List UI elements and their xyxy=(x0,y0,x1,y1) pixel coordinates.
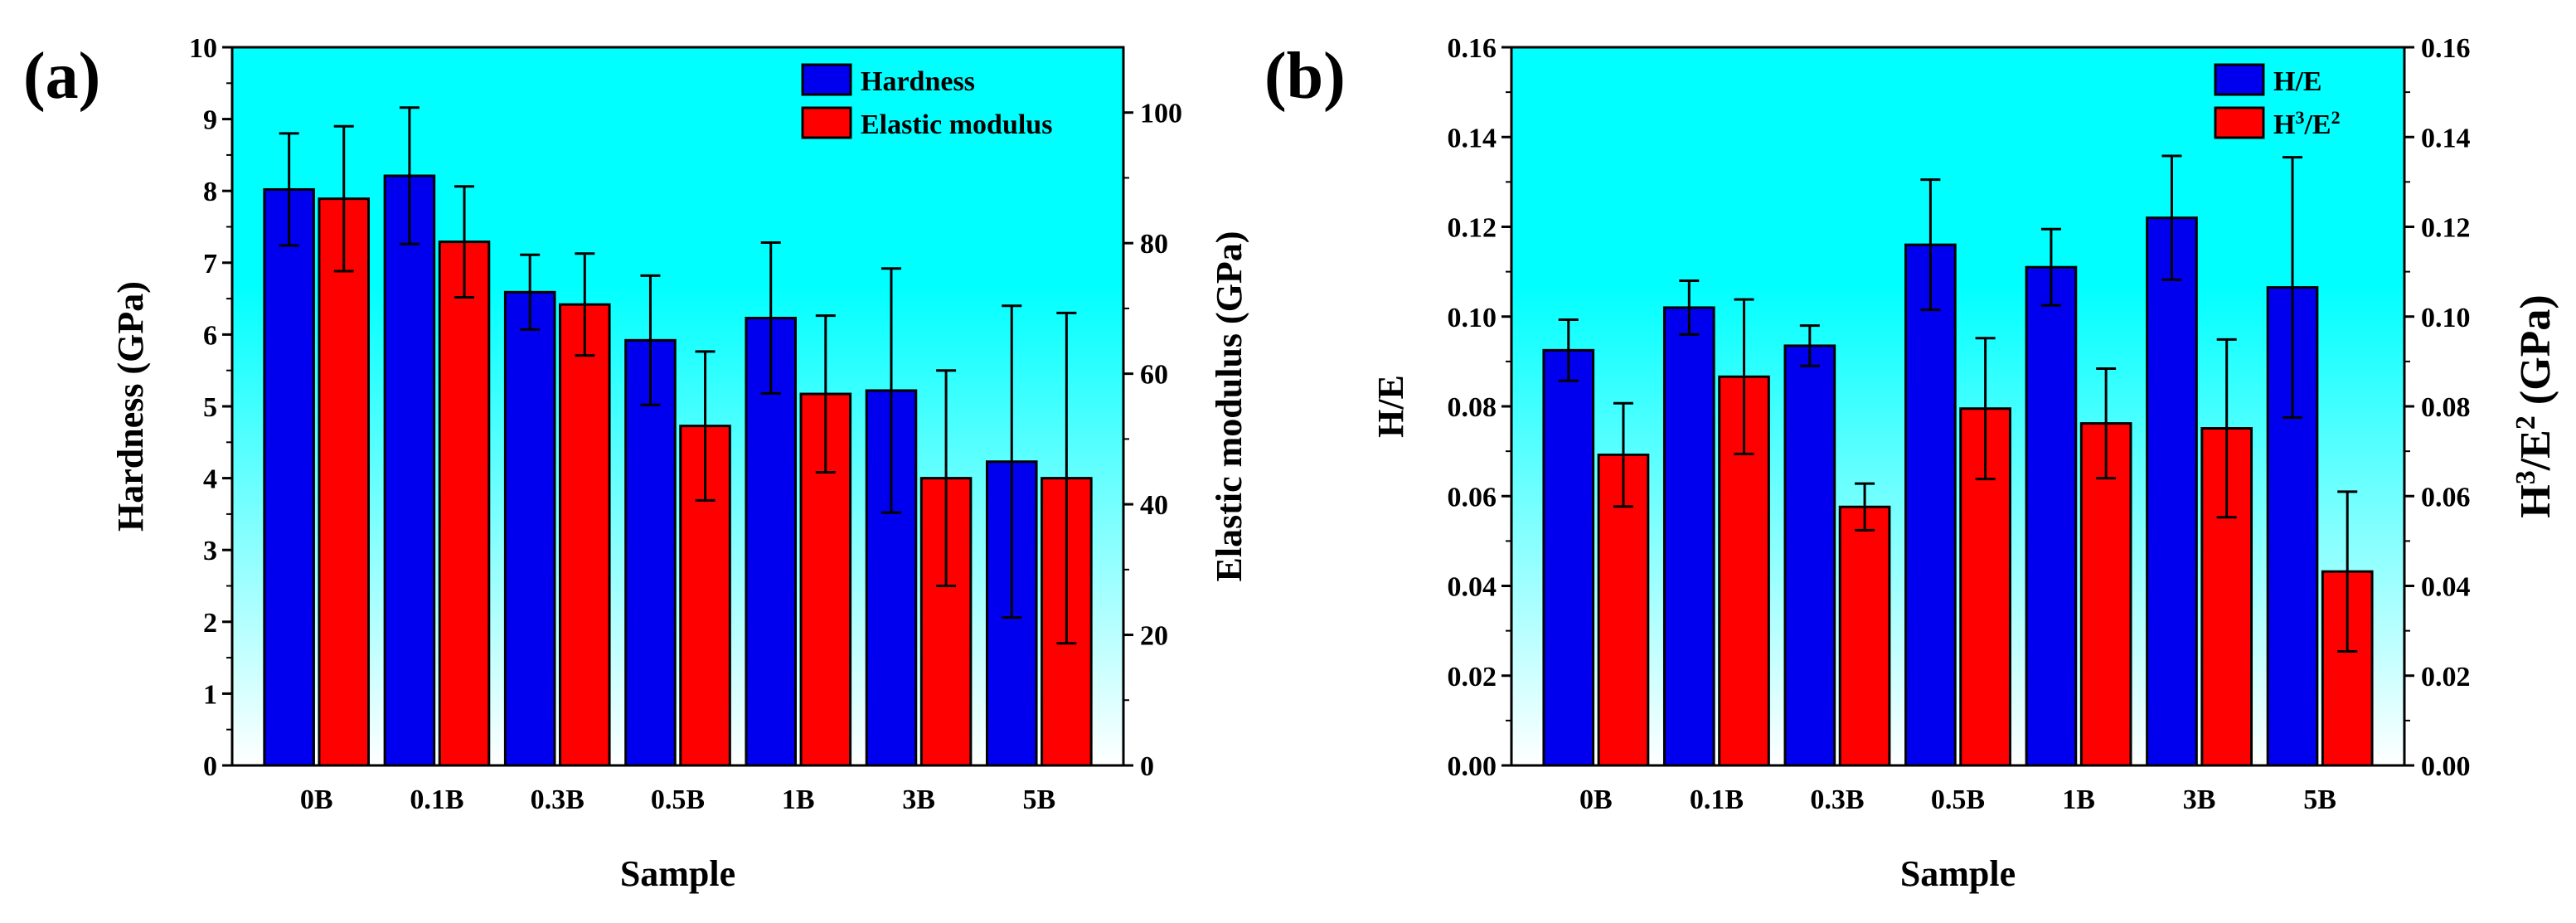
legend-swatch xyxy=(2214,63,2265,96)
panel-label: (b) xyxy=(1264,40,1346,113)
plot-background xyxy=(1511,47,2404,765)
y-tick-label: 0 xyxy=(203,751,217,782)
bar-h3-e2-0-3b xyxy=(1838,505,1891,767)
y-tick-label: 0.14 xyxy=(1448,123,1497,153)
bar-hardness-0-1b xyxy=(383,174,436,767)
x-tick-label: 0.3B xyxy=(1810,785,1864,815)
bar-elastic-modulus-0-1b xyxy=(438,240,491,767)
y-tick-label: 1 xyxy=(203,679,217,710)
y-tick-label: 0.02 xyxy=(1448,662,1497,692)
bar-h3-e2-1b xyxy=(2079,422,2132,767)
x-tick-label: 0.5B xyxy=(1931,785,1985,815)
y-axis-title: H/E xyxy=(1370,375,1411,438)
legend-label: Hardness xyxy=(861,66,975,97)
legend-label: Elastic modulus xyxy=(861,109,1052,140)
bar-h-e-0-1b xyxy=(1662,306,1715,767)
panel-label: (a) xyxy=(23,40,100,113)
y2-tick-label: 0.08 xyxy=(2421,392,2471,423)
y2-tick-label: 0 xyxy=(1140,751,1154,782)
y2-tick-label: 0.02 xyxy=(2421,662,2471,692)
x-axis-title: Sample xyxy=(1900,853,2016,894)
y-tick-label: 2 xyxy=(203,608,217,639)
y2-tick-label: 0.00 xyxy=(2421,751,2471,782)
y2-tick-label: 0.14 xyxy=(2421,123,2471,153)
y-tick-label: 0.00 xyxy=(1448,751,1497,782)
y2-tick-label: 0.10 xyxy=(2421,303,2471,333)
y-tick-label: 5 xyxy=(203,392,217,423)
y2-tick-label: 40 xyxy=(1140,490,1168,521)
x-tick-label: 0.5B xyxy=(651,785,705,815)
y2-axis-title: H3/E2 (GPa) xyxy=(2511,294,2560,517)
bar-h-e-1b xyxy=(2025,265,2078,767)
legend-label: H/E xyxy=(2273,66,2322,97)
y-tick-label: 0.06 xyxy=(1448,482,1497,513)
y-tick-label: 3 xyxy=(203,536,217,566)
x-tick-label: 0.1B xyxy=(1690,785,1744,815)
bar-hardness-0-3b xyxy=(503,290,556,767)
bar-h-e-3b xyxy=(2146,216,2198,767)
bar-elastic-modulus-0-3b xyxy=(558,303,611,767)
y2-tick-label: 80 xyxy=(1140,229,1168,260)
bar-h-e-0-5b xyxy=(1904,243,1957,767)
legend-swatch xyxy=(801,63,852,96)
y-tick-label: 7 xyxy=(203,249,217,279)
legend-swatch xyxy=(801,106,852,139)
y-tick-label: 0.10 xyxy=(1448,303,1497,333)
text-part: H xyxy=(2512,484,2559,517)
x-axis-title: Sample xyxy=(620,853,735,894)
y-tick-label: 0.08 xyxy=(1448,392,1497,423)
y2-tick-label: 0.12 xyxy=(2421,213,2471,244)
x-tick-label: 0.3B xyxy=(531,785,585,815)
legend-label: H3/E2 xyxy=(2273,107,2341,141)
y-axis-title: Hardness (GPa) xyxy=(110,281,151,532)
superscript: 3 xyxy=(2511,470,2541,484)
text-part: /E xyxy=(2512,430,2559,471)
x-tick-label: 3B xyxy=(2183,785,2216,815)
x-tick-label: 0B xyxy=(300,785,333,815)
bar-elastic-modulus-0b xyxy=(318,197,371,767)
y-tick-label: 4 xyxy=(203,464,217,495)
y-tick-label: 0.16 xyxy=(1448,33,1497,64)
plot-background xyxy=(232,47,1123,765)
x-tick-label: 0B xyxy=(1579,785,1613,815)
x-tick-label: 3B xyxy=(902,785,935,815)
y2-axis-title: Elastic modulus (GPa) xyxy=(1209,231,1249,582)
y-tick-label: 9 xyxy=(203,105,217,136)
bar-h-e-0-3b xyxy=(1783,344,1836,767)
text-part: /E xyxy=(2303,109,2331,140)
y2-tick-label: 0.06 xyxy=(2421,482,2471,513)
x-tick-label: 5B xyxy=(2303,785,2336,815)
text-part: H xyxy=(2273,109,2295,140)
y-tick-label: 0.12 xyxy=(1448,213,1497,244)
x-tick-label: 1B xyxy=(2062,785,2095,815)
superscript: 2 xyxy=(2511,415,2541,430)
superscript: 2 xyxy=(2331,107,2341,128)
y2-tick-label: 100 xyxy=(1140,99,1182,129)
bar-hardness-0-5b xyxy=(624,338,677,767)
legend-swatch xyxy=(2214,106,2265,139)
x-tick-label: 0.1B xyxy=(410,785,463,815)
bar-hardness-0b xyxy=(263,187,315,767)
text-part: (GPa) xyxy=(2512,294,2559,415)
y-tick-label: 0.04 xyxy=(1448,572,1497,603)
panel-b: 0.00 0.02 0.04 0.06 0.08 0.10 0.12 0.14 0.16 0.00… xyxy=(1264,33,2559,894)
y2-tick-label: 0.16 xyxy=(2421,33,2471,64)
y-tick-label: 6 xyxy=(203,320,217,351)
y-tick-label: 10 xyxy=(189,33,217,64)
y2-tick-label: 0.04 xyxy=(2421,572,2471,603)
bar-h-e-0b xyxy=(1542,348,1595,767)
y-tick-label: 8 xyxy=(203,177,217,207)
y2-tick-label: 60 xyxy=(1140,360,1168,391)
superscript: 3 xyxy=(2295,107,2304,128)
x-tick-label: 1B xyxy=(782,785,815,815)
y2-tick-label: 20 xyxy=(1140,621,1168,652)
x-tick-label: 5B xyxy=(1022,785,1055,815)
